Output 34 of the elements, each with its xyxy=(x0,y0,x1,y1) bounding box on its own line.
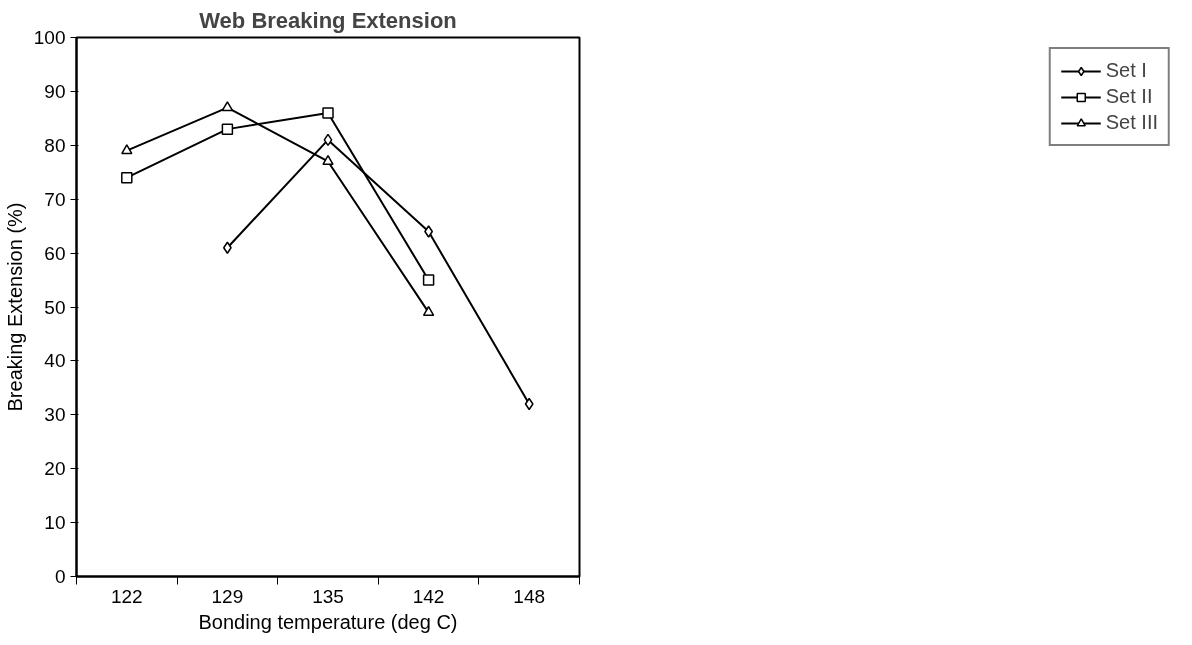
point xyxy=(322,107,334,119)
point xyxy=(424,225,434,238)
chart-title: Web Breaking Extension xyxy=(199,7,457,33)
point xyxy=(221,123,234,135)
y-tick-label: 10 xyxy=(44,512,66,534)
y-tick-label: 100 xyxy=(33,27,66,48)
x-tick-label: 122 xyxy=(110,585,143,607)
x-tick-label: 142 xyxy=(412,585,445,607)
y-tick-label: 50 xyxy=(44,296,66,318)
point xyxy=(524,397,534,411)
point xyxy=(322,154,334,166)
point xyxy=(323,133,333,147)
x-tick-label: 148 xyxy=(513,585,546,607)
legend-label: Set III xyxy=(1105,111,1158,134)
y-tick-label: 80 xyxy=(44,134,66,156)
x-tick-label: 129 xyxy=(211,585,244,607)
point xyxy=(422,305,435,317)
y-tick-label: 0 xyxy=(54,566,66,587)
y-tick-label: 60 xyxy=(44,242,66,264)
x-axis-title: Bonding temperature (deg C) xyxy=(198,610,458,633)
y-tick-label: 30 xyxy=(44,404,66,426)
point xyxy=(121,144,133,155)
point xyxy=(422,274,435,286)
y-tick-label: 90 xyxy=(44,80,66,102)
y-tick-label: 40 xyxy=(44,350,66,372)
x-tick-label: 135 xyxy=(312,585,344,607)
y-axis-title: Breaking Extension (%) xyxy=(3,202,26,412)
point xyxy=(221,101,234,112)
point xyxy=(222,241,232,254)
point xyxy=(121,171,133,184)
y-tick-label: 70 xyxy=(44,188,66,210)
legend-label: Set I xyxy=(1105,59,1147,82)
y-tick-label: 20 xyxy=(44,458,66,480)
legend-label: Set II xyxy=(1105,85,1153,108)
